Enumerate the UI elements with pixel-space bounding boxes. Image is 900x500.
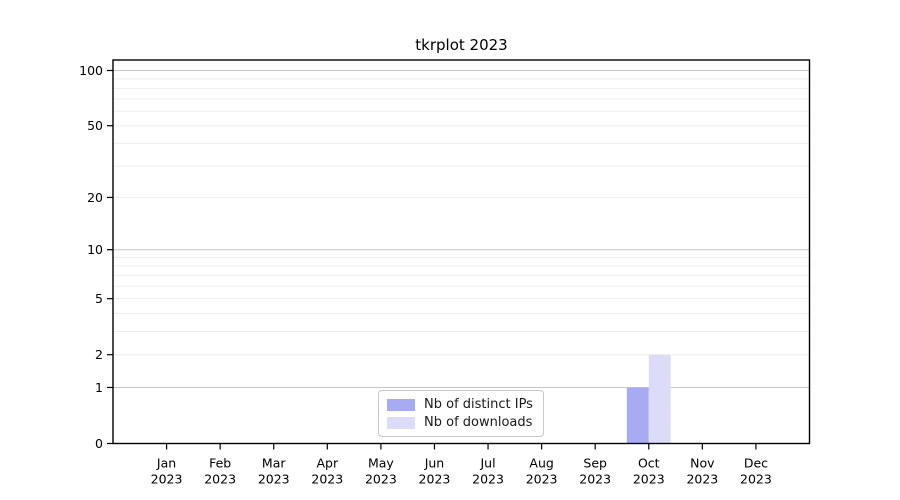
x-tick-label-month: Jul	[479, 456, 495, 471]
legend-item-downloads: Nb of downloads	[387, 415, 543, 430]
legend: Nb of distinct IPs Nb of downloads	[378, 390, 544, 437]
x-tick-label-year: 2023	[740, 472, 772, 487]
x-tick-label-month: Nov	[690, 456, 715, 471]
bar-nb-of-downloads-oct	[648, 354, 671, 444]
x-tick-label-year: 2023	[151, 472, 183, 487]
x-tick-label-year: 2023	[365, 472, 397, 487]
x-tick-label-month: Oct	[638, 456, 660, 471]
y-tick-label: 5	[95, 291, 103, 306]
y-tick-label: 1	[95, 380, 103, 395]
y-tick-label: 20	[87, 190, 103, 205]
legend-label-downloads: Nb of downloads	[424, 415, 533, 430]
bar-nb-of-distinct-ips-oct	[626, 387, 649, 444]
y-tick-label: 100	[79, 63, 103, 78]
plot-frame	[112, 59, 811, 445]
x-tick-label-year: 2023	[686, 472, 718, 487]
x-tick-label-month: Sep	[583, 456, 607, 471]
x-tick-label-year: 2023	[204, 472, 236, 487]
chart-title: tkrplot 2023	[415, 36, 508, 54]
x-tick-label-year: 2023	[419, 472, 451, 487]
legend-swatch-downloads	[387, 416, 415, 429]
y-tick-label: 2	[95, 347, 103, 362]
x-tick-label-month: Mar	[262, 456, 286, 471]
x-tick-label-month: Aug	[529, 456, 553, 471]
y-tick-label: 50	[87, 118, 103, 133]
x-tick-label-month: Apr	[316, 456, 338, 471]
legend-item-distinct-ips: Nb of distinct IPs	[387, 397, 543, 412]
legend-swatch-distinct-ips	[387, 398, 415, 411]
y-tick-label: 10	[87, 242, 103, 257]
legend-label-distinct-ips: Nb of distinct IPs	[424, 397, 533, 412]
x-tick-label-month: Jun	[424, 456, 445, 471]
x-tick-label-month: May	[368, 456, 394, 471]
x-tick-label-year: 2023	[258, 472, 290, 487]
x-tick-label-year: 2023	[633, 472, 665, 487]
y-tick-label: 0	[95, 436, 103, 451]
x-tick-label-month: Dec	[744, 456, 768, 471]
x-tick-label-year: 2023	[311, 472, 343, 487]
x-tick-label-year: 2023	[579, 472, 611, 487]
x-tick-label-year: 2023	[472, 472, 504, 487]
x-tick-label-month: Feb	[209, 456, 231, 471]
x-tick-label-year: 2023	[526, 472, 558, 487]
x-tick-label-month: Jan	[156, 456, 176, 471]
